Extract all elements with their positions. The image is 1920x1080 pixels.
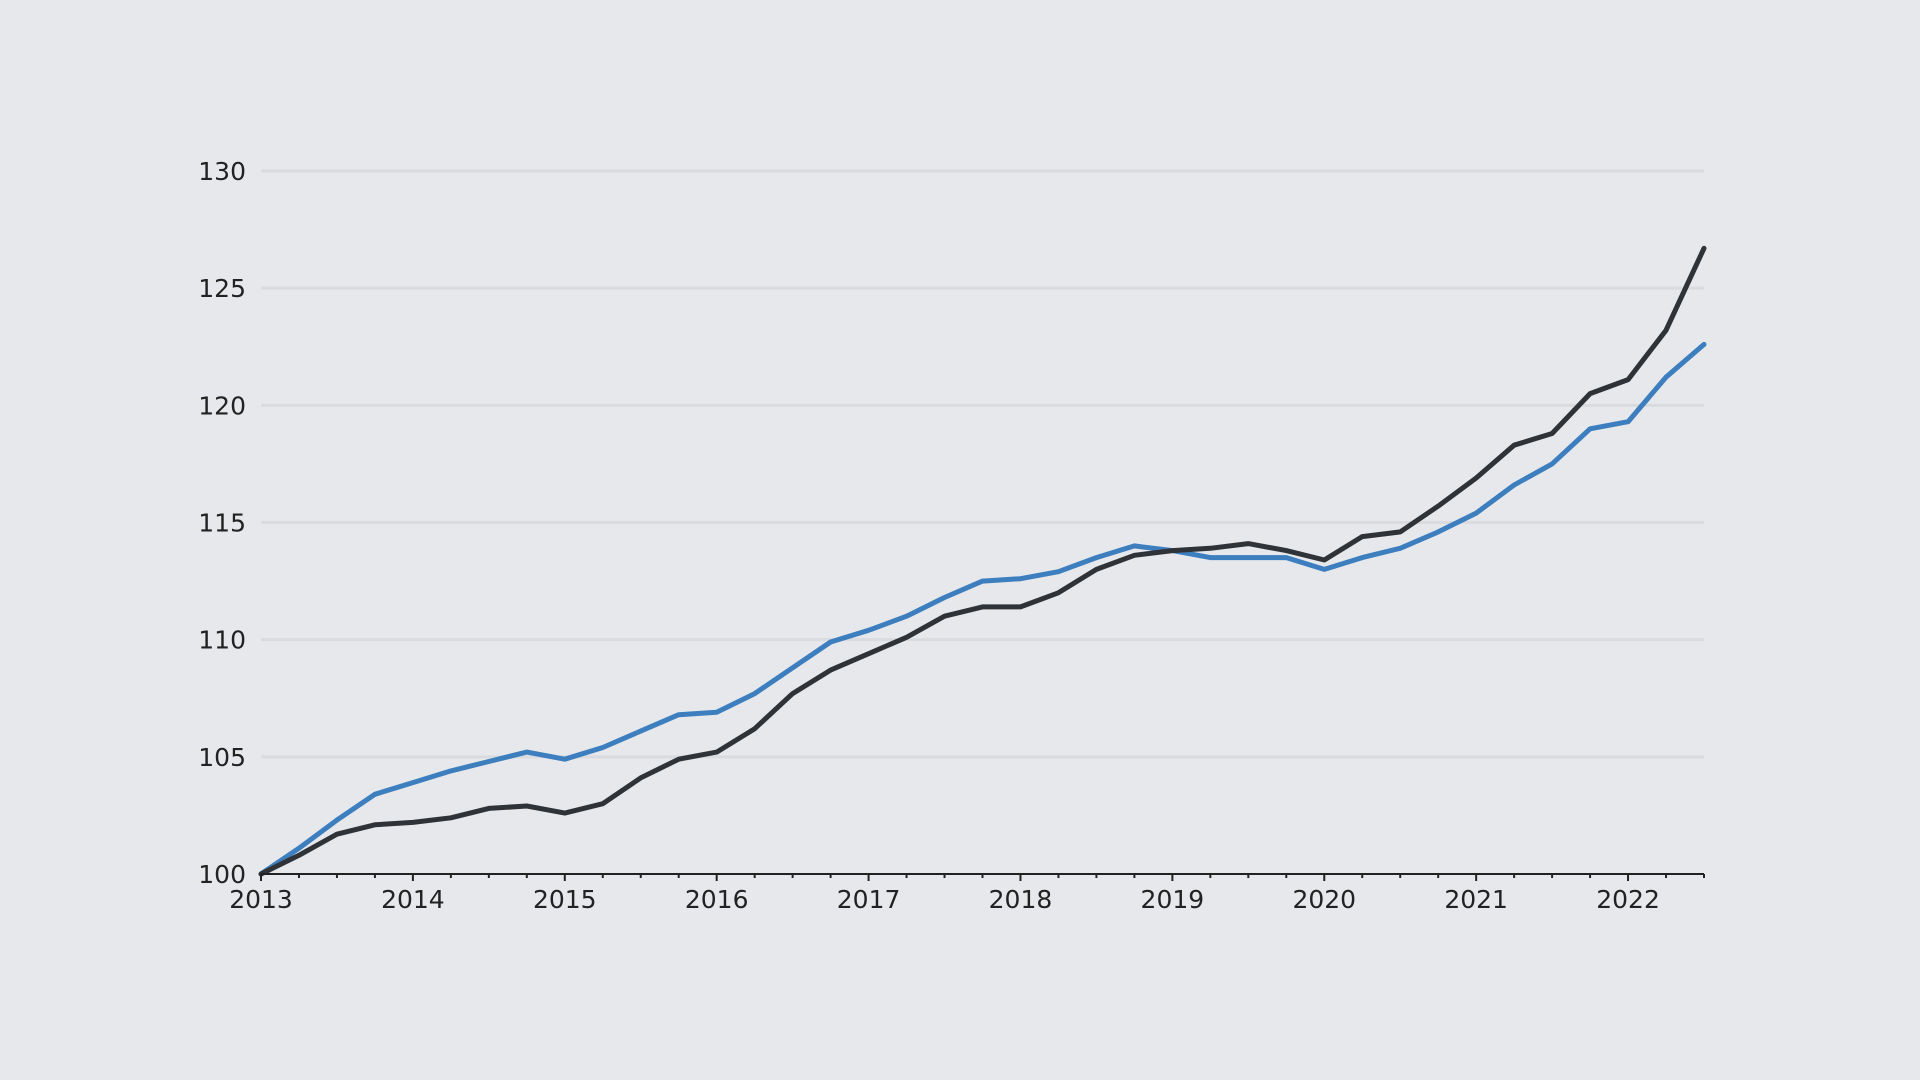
x-tick-label: 2015 bbox=[533, 885, 597, 914]
x-tick-label: 2018 bbox=[989, 885, 1053, 914]
y-tick-label: 120 bbox=[198, 391, 246, 420]
x-tick-label: 2014 bbox=[381, 885, 445, 914]
y-tick-label: 115 bbox=[198, 509, 246, 538]
axes bbox=[260, 873, 1705, 881]
series-layer bbox=[258, 245, 1707, 877]
y-tick-label: 130 bbox=[198, 157, 246, 186]
y-tick-label: 110 bbox=[198, 626, 246, 655]
tick-labels: 100 105 110 115 120 125 130 2013 2014 2015 2016 201… bbox=[198, 157, 1660, 914]
y-tick-label: 105 bbox=[198, 743, 246, 772]
x-tick-label: 2020 bbox=[1292, 885, 1356, 914]
x-tick-label: 2019 bbox=[1141, 885, 1205, 914]
x-tick-label: 2022 bbox=[1596, 885, 1660, 914]
y-tick-label: 100 bbox=[198, 860, 246, 889]
gridlines bbox=[261, 169, 1704, 759]
y-tick-label: 125 bbox=[198, 274, 246, 303]
x-tick-label: 2021 bbox=[1444, 885, 1508, 914]
x-tick-label: 2017 bbox=[837, 885, 901, 914]
x-tick-label: 2016 bbox=[685, 885, 749, 914]
series-line-2 bbox=[258, 245, 1707, 877]
x-tick-label: 2013 bbox=[229, 885, 293, 914]
series-line-1 bbox=[258, 341, 1707, 877]
